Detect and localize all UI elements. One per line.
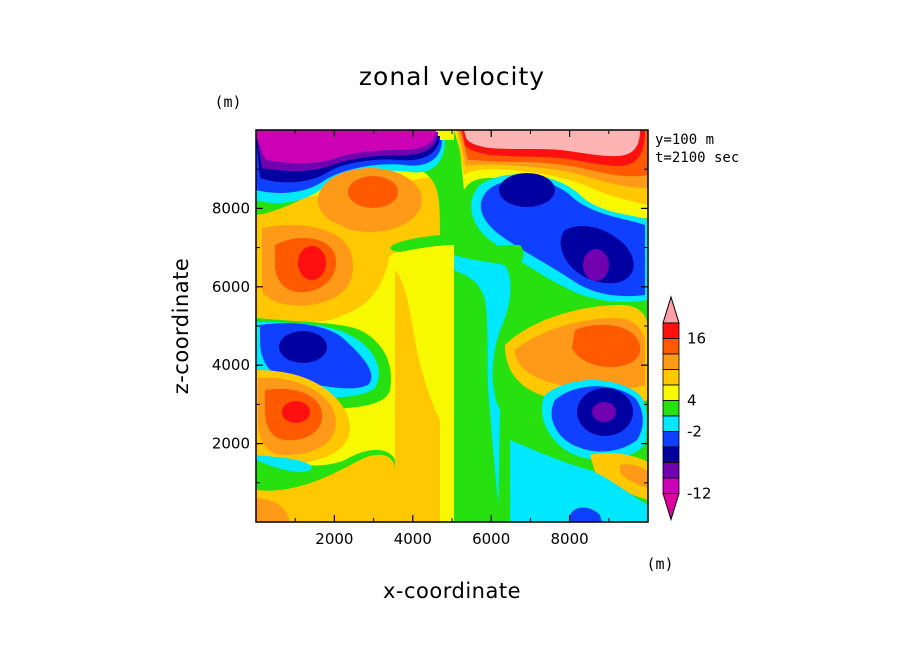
colorbar-label: 4 xyxy=(687,392,697,410)
left-red-6500 xyxy=(298,246,326,280)
x-tick-label: 4000 xyxy=(394,530,432,548)
right-orange-4500-b xyxy=(572,324,641,368)
colorbar: 16 4 -2 -12 xyxy=(662,295,712,522)
x-axis-label: x-coordinate xyxy=(383,579,521,603)
left-cyan-low xyxy=(256,455,312,472)
annotation-y: y=100 m xyxy=(655,132,714,148)
y-tick-label: 8000 xyxy=(212,199,250,217)
y-tick-label: 2000 xyxy=(212,435,250,453)
colorbar-extend-top xyxy=(662,295,680,324)
colorbar-box xyxy=(662,400,680,417)
colorbar-box xyxy=(662,353,680,370)
left-orange-bottom xyxy=(256,498,290,522)
left-yellow-bottom xyxy=(256,454,395,522)
colorbar-box xyxy=(662,322,680,339)
colorbar-box xyxy=(662,477,680,494)
colorbar-box xyxy=(662,384,680,401)
colorbar-box xyxy=(662,446,680,463)
colorbar-label: -2 xyxy=(687,423,702,441)
colorbar-label: 16 xyxy=(687,330,706,348)
left-yellow-column xyxy=(395,270,440,522)
colorbar-unit: (m) xyxy=(646,555,673,573)
y-tick-label: 6000 xyxy=(212,278,250,296)
x-tick-label: 8000 xyxy=(551,530,589,548)
right-purple-7000 xyxy=(583,249,609,281)
colorbar-box xyxy=(662,415,680,432)
colorbar-box xyxy=(662,338,680,355)
axis-ticks: 2000 4000 6000 8000 2000 4000 6000 8000 xyxy=(212,130,648,548)
contour-field xyxy=(256,130,648,522)
right-yellow-low xyxy=(590,452,648,500)
left-orange-blob-a-in xyxy=(348,176,398,208)
right-green-mid xyxy=(454,270,500,522)
right-blue-floor xyxy=(570,507,602,522)
x-tick-label: 2000 xyxy=(315,530,353,548)
left-red-3000 xyxy=(282,401,310,423)
colorbar-extend-bottom xyxy=(662,493,680,522)
left-navy-4500 xyxy=(279,331,327,363)
y-unit-label: (m) xyxy=(214,93,241,111)
colorbar-box xyxy=(662,369,680,386)
y-tick-label: 4000 xyxy=(212,356,250,374)
right-green-arm xyxy=(454,245,524,266)
colorbar-box xyxy=(662,462,680,479)
x-tick-label: 6000 xyxy=(472,530,510,548)
left-magenta-top xyxy=(256,130,436,164)
annotation-time: t=2100 sec xyxy=(655,150,739,166)
right-pink-top xyxy=(464,130,640,157)
right-cyan-floor xyxy=(510,440,648,522)
colorbar-box xyxy=(662,431,680,448)
right-purple-3000 xyxy=(592,402,616,422)
left-yellow-column-b xyxy=(440,250,454,522)
right-orange-low xyxy=(620,464,648,488)
chart-title: zonal velocity xyxy=(359,62,545,91)
right-navy-8000 xyxy=(499,173,555,207)
y-axis-label: z-coordinate xyxy=(169,258,193,395)
colorbar-label: -12 xyxy=(687,485,712,503)
